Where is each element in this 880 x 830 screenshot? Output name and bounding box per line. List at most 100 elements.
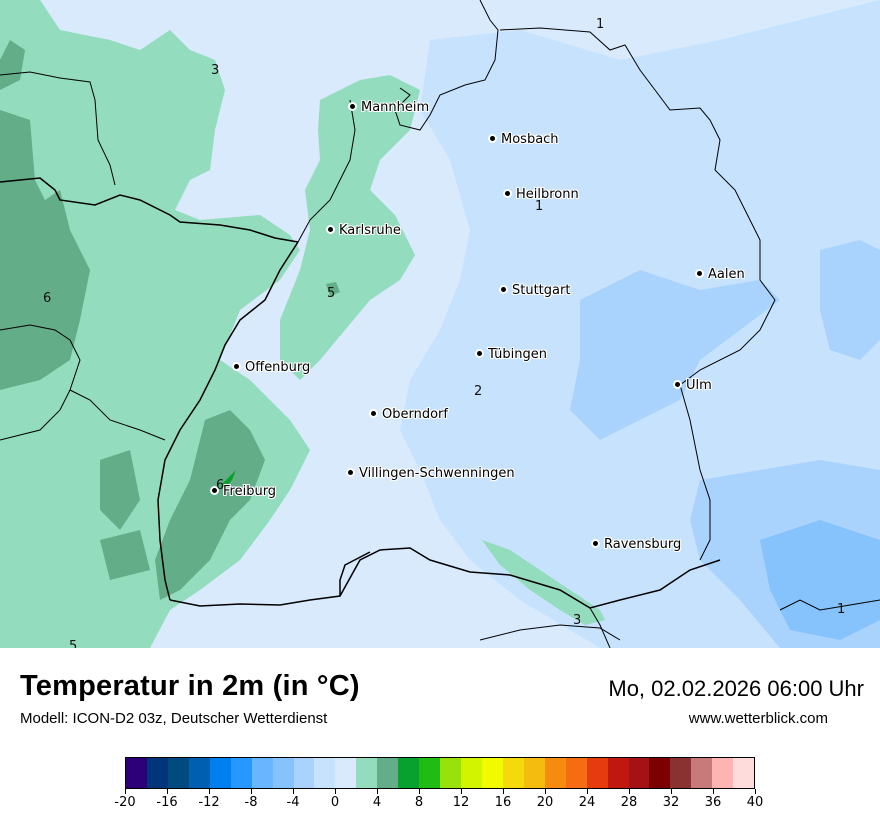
city-marker: Oberndorf <box>369 407 448 423</box>
city-dot-icon <box>348 102 357 111</box>
colorbar-tick <box>250 789 252 794</box>
colorbar-segment <box>440 758 461 788</box>
colorbar-tick-label: -12 <box>198 795 220 810</box>
colorbar-segment <box>649 758 671 788</box>
colorbar-segment <box>565 758 587 788</box>
colorbar-tick <box>544 789 546 794</box>
colorbar-tick-label: 32 <box>662 795 680 810</box>
colorbar-segment <box>712 758 734 788</box>
city-dot-icon <box>475 349 484 358</box>
city-dot-icon <box>673 380 682 389</box>
colorbar-tick-label: 36 <box>704 795 722 810</box>
city-label: Villingen-Schwenningen <box>359 466 515 481</box>
colorbar-segment <box>607 758 629 788</box>
colorbar-ticks: -20 -16 -12 -8 -4 0 4 8 12 16 20 24 28 32 36 40 <box>114 789 763 819</box>
colorbar-tick <box>292 789 294 794</box>
city-marker: Aalen <box>695 267 745 283</box>
colorbar-tick-label: 0 <box>330 795 340 810</box>
colorbar-tick-label: 16 <box>494 795 512 810</box>
city-marker: Tübingen <box>475 347 547 363</box>
city-label: Tübingen <box>488 347 547 362</box>
colorbar-tick-label: 28 <box>620 795 638 810</box>
colorbar-tick-label: 4 <box>372 795 382 810</box>
contour-label: 3 <box>211 63 220 78</box>
city-label: Mosbach <box>501 132 559 147</box>
city-dot-icon <box>695 269 704 278</box>
city-label: Ulm <box>686 378 712 393</box>
city-marker: Mosbach <box>488 132 559 148</box>
contour-label: 5 <box>69 639 78 654</box>
colorbar-segment <box>356 758 378 788</box>
colorbar-tick <box>670 789 672 794</box>
colorbar-tick-label: 20 <box>536 795 554 810</box>
city-label: Freiburg <box>223 484 277 499</box>
colorbar-tick-label: -4 <box>286 795 300 810</box>
colorbar-segment <box>188 758 210 788</box>
colorbar-segment <box>251 758 273 788</box>
forecast-datetime: Mo, 02.02.2026 06:00 Uhr <box>608 676 864 701</box>
city-marker: Ulm <box>673 378 712 394</box>
map-footer: Temperatur in 2m (in °C) Modell: ICON-D2… <box>0 648 880 830</box>
colorbar-tick-label: 24 <box>578 795 596 810</box>
colorbar-segment <box>481 758 503 788</box>
city-label: Aalen <box>708 267 745 282</box>
website-link[interactable]: www.wetterblick.com <box>688 710 828 727</box>
colorbar-segment <box>146 758 168 788</box>
colorbar-segment <box>544 758 566 788</box>
colorbar-tick-label: -20 <box>114 795 136 810</box>
colorbar-segment <box>523 758 545 788</box>
colorbar-tick <box>712 789 714 794</box>
city-label: Ravensburg <box>604 537 682 552</box>
contour-label: 6 <box>43 291 52 306</box>
contour-label: 3 <box>573 613 582 628</box>
contour-label: 1 <box>837 602 846 617</box>
colorbar-segment <box>419 758 441 788</box>
city-dot-icon <box>210 486 219 495</box>
colorbar-tick <box>502 789 504 794</box>
map-title: Temperatur in 2m (in °C) <box>20 670 360 702</box>
colorbar-segment <box>272 758 294 788</box>
city-dot-icon <box>326 225 335 234</box>
contour-label: 6 <box>216 478 225 493</box>
colorbar-segment <box>209 758 231 788</box>
colorbar-tick <box>754 789 756 794</box>
colorbar-segment <box>691 758 713 788</box>
city-label: Mannheim <box>361 100 430 115</box>
temperature-map[interactable]: Mannheim Mosbach Heilbronn Karlsruhe Aalen St… <box>0 0 880 654</box>
city-marker: Heilbronn <box>503 187 579 203</box>
city-dot-icon <box>346 468 355 477</box>
colorbar-tick-label: 8 <box>414 795 424 810</box>
colorbar-tick-label: -16 <box>156 795 178 810</box>
city-marker: Villingen-Schwenningen <box>346 466 515 482</box>
colorbar-segment <box>335 758 357 788</box>
colorbar-tick <box>208 789 210 794</box>
city-dot-icon <box>369 409 378 418</box>
city-label: Heilbronn <box>516 187 579 202</box>
city-marker: Stuttgart <box>499 283 570 299</box>
colorbar-tick <box>376 789 378 794</box>
city-dot-icon <box>232 362 241 371</box>
city-label: Stuttgart <box>512 283 571 298</box>
city-marker: Freiburg <box>210 484 276 500</box>
contour-label: 2 <box>474 384 483 399</box>
city-dot-icon <box>503 189 512 198</box>
colorbar-tick <box>166 789 168 794</box>
colorbar-tick-label: -8 <box>244 795 258 810</box>
contour-label: 1 <box>535 199 544 214</box>
temperature-colorbar <box>125 757 755 789</box>
colorbar-tick <box>124 789 126 794</box>
city-marker: Ravensburg <box>591 537 681 553</box>
colorbar-segment <box>733 758 755 788</box>
colorbar-tick <box>586 789 588 794</box>
colorbar-segment <box>628 758 650 788</box>
city-dot-icon <box>488 134 497 143</box>
model-source: Modell: ICON-D2 03z, Deutscher Wetterdie… <box>20 710 328 727</box>
colorbar-segment <box>230 758 252 788</box>
city-label: Karlsruhe <box>339 223 401 238</box>
colorbar-segment <box>377 758 399 788</box>
city-marker: Karlsruhe <box>326 223 401 239</box>
city-label: Oberndorf <box>382 407 448 422</box>
city-dot-icon <box>591 539 600 548</box>
contour-label: 1 <box>596 17 605 32</box>
colorbar-tick <box>334 789 336 794</box>
